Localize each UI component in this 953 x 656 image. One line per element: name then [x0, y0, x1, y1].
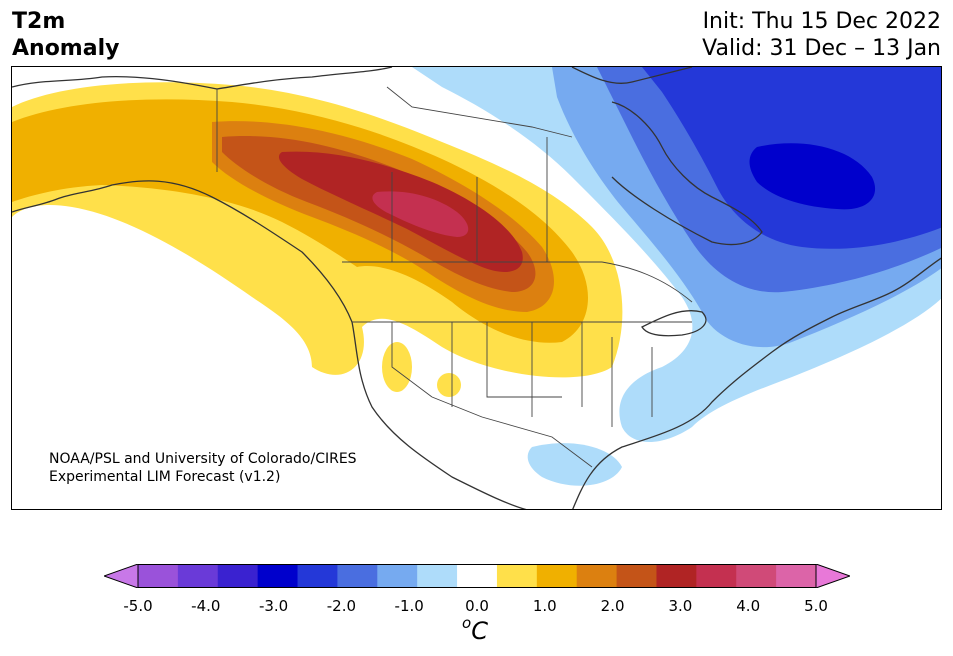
map-credit: NOAA/PSL and University of Colorado/CIRE… [49, 450, 357, 486]
cold-anomaly-region [412, 67, 941, 486]
anomaly-map: NOAA/PSL and University of Colorado/CIRE… [11, 66, 942, 510]
colorbar-segment [297, 564, 338, 588]
coastlines [12, 67, 941, 509]
title-line-1: T2m [12, 9, 66, 34]
anomaly-minus-3 [749, 143, 876, 210]
colorbar-tick-label: -4.0 [191, 597, 221, 615]
anomaly-plus-1-patch-sw [382, 342, 412, 392]
colorbar-segment [776, 564, 817, 588]
colorbar-segment [337, 564, 378, 588]
title-line-2: Anomaly [12, 36, 120, 61]
map-title: T2m Anomaly [12, 8, 119, 62]
colorbar-tick-label: 3.0 [668, 597, 693, 615]
colorbar-tick-label: -2.0 [326, 597, 357, 615]
valid-range: Valid: 31 Dec – 13 Jan [702, 36, 941, 61]
colorbar-outline [137, 564, 817, 588]
map-canvas [12, 67, 941, 509]
colorbar-tick-label: 5.0 [804, 597, 828, 615]
init-date: Init: Thu 15 Dec 2022 [702, 9, 941, 34]
colorbar-segment [417, 564, 458, 588]
colorbar-segment [457, 564, 498, 588]
forecast-dates: Init: Thu 15 Dec 2022 Valid: 31 Dec – 13… [702, 8, 941, 62]
colorbar-segment [616, 564, 657, 588]
colorbar-segment [217, 564, 259, 588]
colorbar-segment [736, 564, 777, 588]
colorbar-segment [696, 564, 737, 588]
units-degree: o [462, 614, 472, 632]
anomaly-plus-3-5 [372, 191, 469, 237]
units-label: oC [462, 614, 488, 645]
colorbar-segment [257, 564, 299, 588]
colorbar-segment [576, 564, 618, 588]
colorbar-segment [377, 564, 418, 588]
colorbar-tick-label: 1.0 [532, 597, 557, 615]
colorbar-legend [104, 564, 850, 588]
colorbar-extend-min [104, 564, 139, 588]
credit-line-1: NOAA/PSL and University of Colorado/CIRE… [49, 451, 357, 467]
colorbar-tick-label: 2.0 [600, 597, 625, 615]
colorbar-tick-label: -1.0 [394, 597, 424, 615]
credit-line-2: Experimental LIM Forecast (v1.2) [49, 469, 281, 485]
borders [216, 86, 693, 468]
colorbar-segment [656, 564, 697, 588]
warm-anomaly-region [12, 82, 623, 397]
colorbar-tick-label: -3.0 [258, 597, 289, 615]
colorbar-segment [177, 564, 219, 588]
units-celsius: C [471, 617, 488, 645]
colorbar-segment [496, 564, 538, 588]
anomaly-plus-1-patch-4corners [437, 373, 461, 397]
colorbar-segment [536, 564, 578, 588]
anomaly-minus-1-south [527, 443, 622, 486]
colorbar-segments [104, 564, 850, 588]
colorbar-tick-label: 0.0 [465, 597, 489, 615]
colorbar-segment [138, 564, 179, 588]
colorbar-tick-label: 4.0 [736, 597, 761, 615]
colorbar-tick-label: -5.0 [123, 597, 153, 615]
colorbar-extend-max [815, 564, 850, 588]
